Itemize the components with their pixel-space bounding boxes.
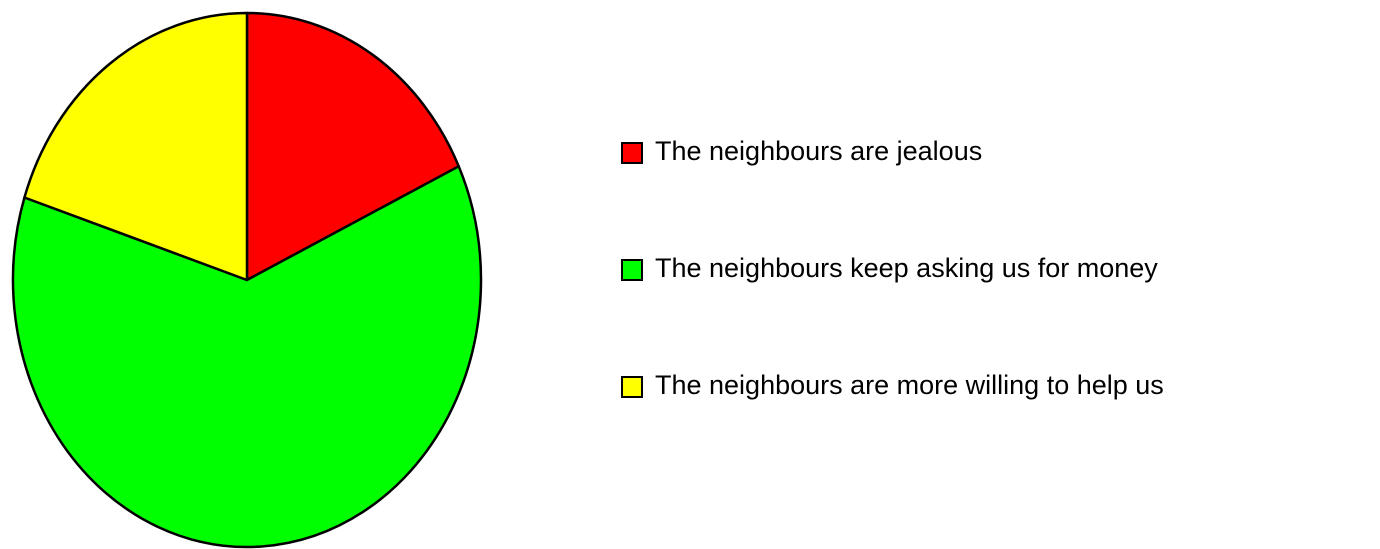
pie-slice — [245, 11, 460, 282]
legend-label: The neighbours are more willing to help … — [655, 370, 1164, 400]
pie-slice — [23, 11, 249, 282]
legend-swatch — [621, 259, 643, 281]
legend-swatch — [621, 142, 643, 164]
legend-label: The neighbours keep asking us for money — [655, 253, 1158, 283]
legend-swatch — [621, 376, 643, 398]
legend-label: The neighbours are jealous — [655, 136, 982, 166]
pie-slice — [11, 165, 483, 549]
